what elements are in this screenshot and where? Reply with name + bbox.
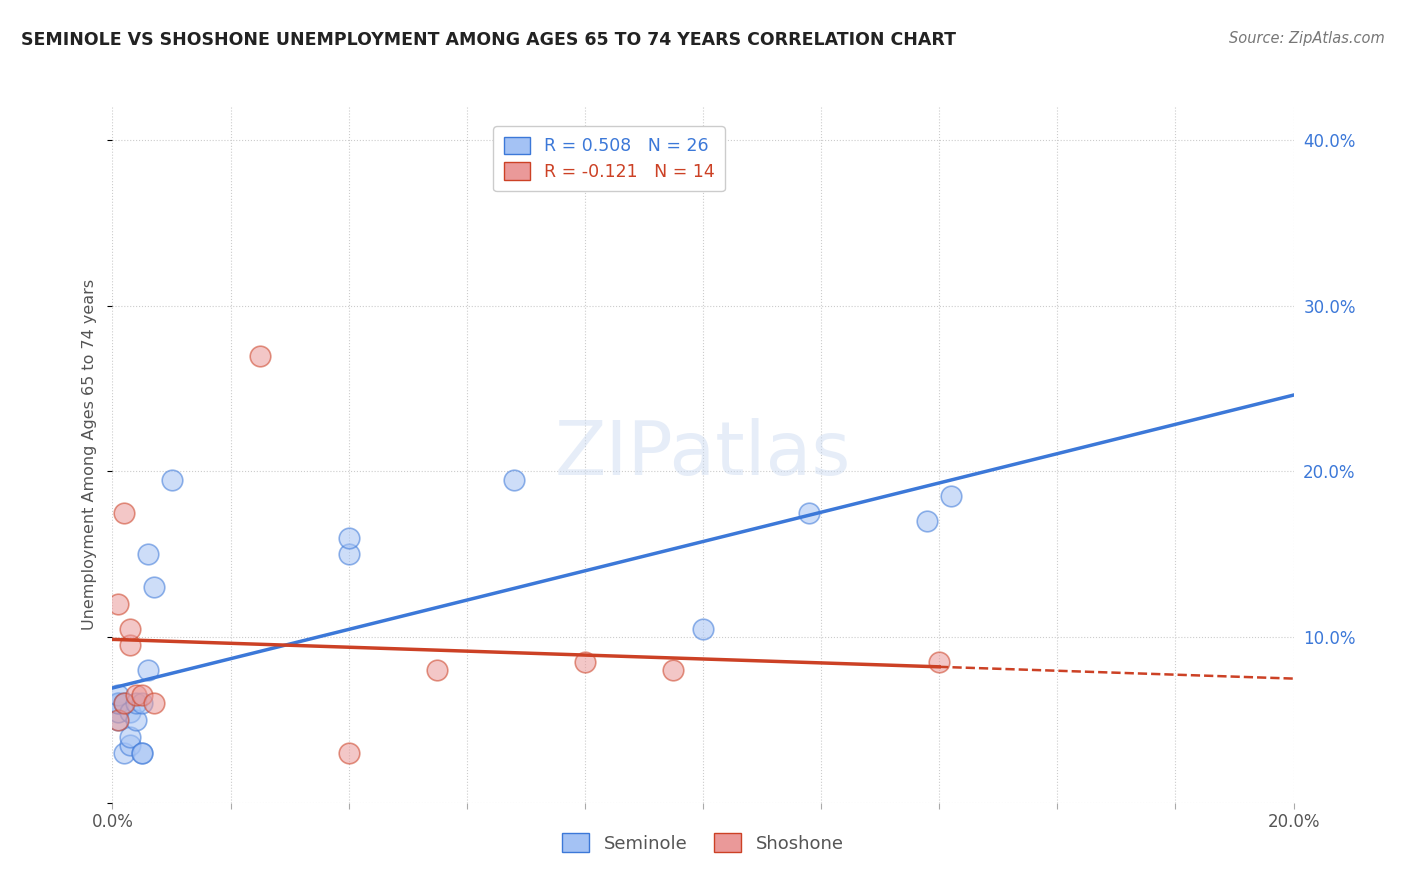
Point: [112, 697, 135, 711]
Legend: Seminole, Shoshone: Seminole, Shoshone: [555, 826, 851, 860]
Point: [131, 697, 153, 711]
Point: [120, 622, 142, 636]
Text: ZIPatlas: ZIPatlas: [555, 418, 851, 491]
Point: [131, 746, 153, 760]
Point: [120, 705, 142, 719]
Point: [142, 581, 165, 595]
Point: [120, 730, 142, 744]
Point: [142, 697, 165, 711]
Point: [939, 489, 962, 503]
Point: [131, 746, 153, 760]
Point: [928, 655, 950, 669]
Point: [120, 738, 142, 752]
Point: [107, 697, 129, 711]
Point: [503, 473, 526, 487]
Point: [107, 705, 129, 719]
Point: [574, 655, 596, 669]
Text: Source: ZipAtlas.com: Source: ZipAtlas.com: [1229, 31, 1385, 46]
Point: [107, 713, 129, 727]
Point: [799, 506, 821, 520]
Point: [131, 688, 153, 702]
Point: [917, 514, 939, 528]
Point: [337, 547, 360, 561]
Point: [337, 531, 360, 545]
Point: [112, 746, 135, 760]
Point: [125, 697, 148, 711]
Point: [112, 697, 135, 711]
Point: [136, 663, 159, 677]
Point: [426, 663, 449, 677]
Point: [107, 688, 129, 702]
Point: [136, 547, 159, 561]
Point: [112, 506, 135, 520]
Text: SEMINOLE VS SHOSHONE UNEMPLOYMENT AMONG AGES 65 TO 74 YEARS CORRELATION CHART: SEMINOLE VS SHOSHONE UNEMPLOYMENT AMONG …: [21, 31, 956, 49]
Point: [160, 473, 183, 487]
Point: [125, 688, 148, 702]
Point: [107, 713, 129, 727]
Point: [107, 697, 129, 711]
Point: [662, 663, 685, 677]
Point: [692, 622, 714, 636]
Point: [125, 713, 148, 727]
Point: [249, 349, 271, 363]
Y-axis label: Unemployment Among Ages 65 to 74 years: Unemployment Among Ages 65 to 74 years: [82, 279, 97, 631]
Point: [107, 597, 129, 611]
Point: [337, 746, 360, 760]
Point: [120, 639, 142, 653]
